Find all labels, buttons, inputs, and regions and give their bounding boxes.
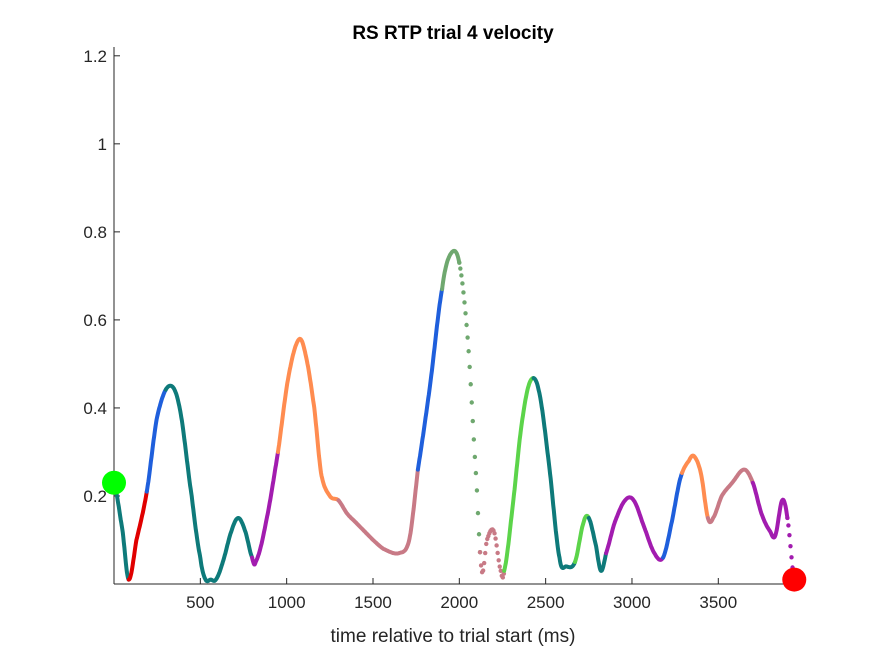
velocity-point: [473, 470, 479, 476]
velocity-point: [493, 536, 498, 541]
velocity-point: [480, 568, 486, 573]
velocity-point: [483, 550, 488, 556]
x-tick-label: 1500: [354, 593, 392, 612]
velocity-point: [465, 335, 470, 340]
end-marker: [782, 567, 807, 592]
velocity-segment: [440, 248, 462, 292]
velocity-point: [461, 290, 466, 295]
velocity-segment: [415, 287, 445, 472]
x-tick-label: 2500: [527, 593, 565, 612]
y-tick-label: 1: [98, 135, 107, 154]
velocity-point: [476, 532, 482, 537]
velocity-point: [458, 266, 463, 271]
velocity-point: [497, 564, 502, 569]
velocity-segment: [126, 489, 149, 582]
velocity-segment: [502, 376, 536, 573]
y-tick-label: 0.8: [83, 223, 107, 242]
x-tick-label: 1000: [268, 593, 306, 612]
velocity-segment: [336, 467, 420, 556]
velocity-point: [494, 543, 499, 548]
velocity-segment: [531, 376, 577, 570]
velocity-point: [471, 437, 477, 442]
velocity-point: [475, 510, 481, 516]
velocity-series: [112, 248, 796, 584]
velocity-segment: [250, 450, 280, 567]
chart-title: RS RTP trial 4 velocity: [352, 23, 554, 44]
velocity-point: [495, 550, 500, 556]
velocity-point: [457, 260, 462, 265]
velocity-segment: [276, 336, 341, 503]
velocity-point: [469, 400, 474, 405]
velocity-segment-dotted: [457, 260, 483, 555]
velocity-segment: [112, 480, 131, 582]
velocity-point: [467, 364, 472, 370]
velocity-point: [460, 281, 465, 286]
markers: [102, 470, 807, 592]
y-tick-label: 0.2: [83, 487, 107, 506]
velocity-segment: [680, 453, 710, 520]
x-tick-label: 2000: [440, 593, 478, 612]
velocity-segment-dotted: [477, 527, 507, 580]
velocity-point: [484, 541, 489, 547]
velocity-segment: [705, 467, 755, 525]
start-marker: [102, 470, 126, 495]
velocity-point: [788, 543, 793, 549]
velocity-point: [496, 558, 501, 563]
velocity-point: [459, 273, 464, 278]
x-axis-label: time relative to trial start (ms): [331, 626, 576, 647]
velocity-segment: [163, 383, 255, 584]
velocity-segment: [750, 480, 790, 540]
x-tick-label: 500: [186, 593, 214, 612]
velocity-segment: [604, 495, 666, 562]
velocity-point: [787, 532, 792, 538]
velocity-point: [500, 575, 506, 580]
velocity-point: [498, 568, 503, 573]
velocity-point: [474, 488, 480, 493]
velocity-point: [463, 311, 468, 316]
velocity-point: [472, 454, 478, 460]
velocity-point: [466, 349, 471, 354]
velocity-point: [785, 515, 790, 521]
velocity-point: [492, 531, 497, 536]
x-tick-label: 3000: [613, 593, 651, 612]
velocity-point: [464, 322, 469, 328]
velocity-point: [477, 550, 483, 555]
velocity-point: [789, 555, 794, 560]
velocity-segment: [573, 513, 591, 564]
velocity-segment: [144, 387, 168, 494]
velocity-point: [481, 560, 487, 566]
velocity-point: [468, 382, 473, 387]
y-tick-label: 0.6: [83, 311, 107, 330]
velocity-point: [470, 418, 475, 424]
y-tick-label: 1.2: [83, 47, 107, 66]
velocity-point: [462, 300, 467, 305]
velocity-segment: [661, 470, 684, 560]
axes: 0.2 0.4 0.6 0.8 1 1.2 500 1000 1500 2000 2500 3000 3…: [83, 47, 796, 612]
velocity-point: [786, 523, 791, 528]
velocity-point: [478, 563, 484, 568]
velocity-segment: [586, 516, 609, 573]
x-tick-label: 3500: [699, 593, 737, 612]
y-tick-label: 0.4: [83, 399, 107, 418]
